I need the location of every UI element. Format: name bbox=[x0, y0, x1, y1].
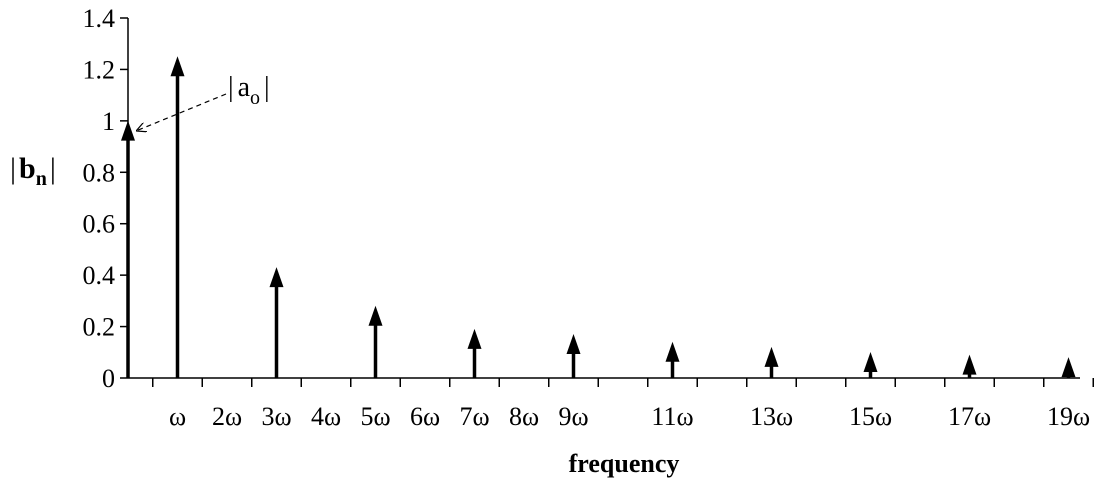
y-label-bar-left: | bbox=[10, 152, 16, 185]
y-ticks: 0 0.2 0.4 0.6 0.8 1 1.2 1.4 bbox=[83, 4, 128, 393]
annotation-arrow bbox=[137, 93, 227, 131]
x-tick-label: 11ω bbox=[651, 402, 693, 431]
x-tick-label: 13ω bbox=[750, 402, 793, 431]
x-tick-label: 4ω bbox=[311, 402, 341, 431]
svg-text:|ao|: | ao | bbox=[228, 72, 270, 109]
x-tick-label: 15ω bbox=[849, 402, 892, 431]
svg-text:|bn|: | bn | bbox=[10, 152, 56, 190]
x-tick-label: 19ω bbox=[1047, 402, 1090, 431]
stem-arrowhead bbox=[121, 120, 135, 141]
y-tick-label: 0 bbox=[102, 364, 115, 393]
y-tick-label: 1.4 bbox=[83, 4, 116, 33]
stem-arrowhead bbox=[269, 267, 284, 288]
y-tick-label: 0.8 bbox=[83, 158, 116, 187]
stem-arrowhead bbox=[368, 305, 383, 326]
stem-arrowhead bbox=[665, 341, 680, 362]
y-tick-label: 0.4 bbox=[83, 261, 116, 290]
annotation-bar-left: | bbox=[228, 72, 234, 103]
y-label-sub: n bbox=[36, 168, 47, 190]
y-tick-label: 0.2 bbox=[83, 313, 116, 342]
x-tick-label: 7ω bbox=[459, 402, 489, 431]
stem-series bbox=[121, 56, 1076, 378]
x-tick-label: ω bbox=[169, 402, 186, 431]
stem-arrowhead bbox=[764, 346, 779, 367]
stem-arrowhead bbox=[170, 56, 185, 77]
y-label-main: b bbox=[19, 152, 36, 185]
x-tick-label: 2ω bbox=[212, 402, 242, 431]
stem-arrowhead bbox=[1061, 357, 1076, 378]
x-tick-label: 17ω bbox=[948, 402, 991, 431]
y-tick-label: 1.2 bbox=[83, 55, 116, 84]
x-ticks: ω 2ω 3ω 4ω 5ω 6ω 7ω 8ω 9ω 11ω 13ω 15ω 17ω 19ω bbox=[152, 378, 1094, 431]
x-tick-label: 6ω bbox=[410, 402, 440, 431]
annotation-main: a bbox=[238, 72, 251, 103]
stem-arrowhead bbox=[467, 328, 482, 349]
y-label-bar-right: | bbox=[50, 152, 56, 185]
stem-arrowhead bbox=[962, 354, 977, 375]
x-tick-label: 3ω bbox=[261, 402, 291, 431]
axes bbox=[127, 18, 1080, 379]
annotation-sub: o bbox=[250, 87, 260, 109]
x-axis-label: frequency bbox=[569, 449, 680, 478]
stem-arrowhead bbox=[863, 352, 878, 372]
stem-arrowhead bbox=[566, 334, 581, 354]
y-tick-label: 0.6 bbox=[83, 210, 116, 239]
x-tick-label: 8ω bbox=[509, 402, 539, 431]
y-axis-label: | bn | bbox=[10, 152, 56, 190]
x-tick-label: 9ω bbox=[558, 402, 588, 431]
annotation-bar-right: | bbox=[264, 72, 270, 103]
ao-annotation: | ao | bbox=[137, 72, 270, 131]
y-tick-label: 1 bbox=[102, 107, 115, 136]
x-tick-label: 5ω bbox=[360, 402, 390, 431]
